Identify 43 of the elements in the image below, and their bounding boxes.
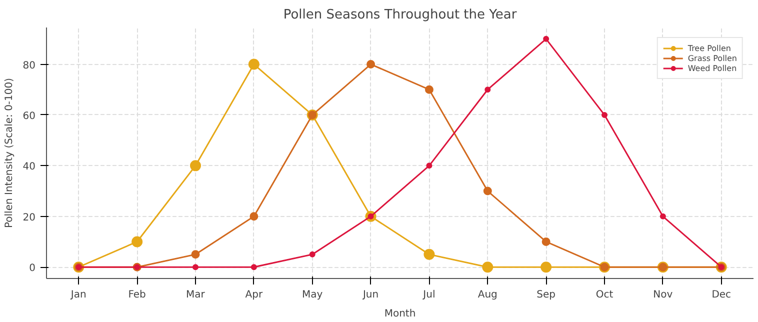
y-tick-label: 20 (22, 212, 36, 224)
chart-title: Pollen Seasons Throughout the Year (283, 8, 518, 22)
point (248, 58, 260, 70)
x-tick-label: May (302, 290, 323, 300)
point (483, 186, 492, 196)
legend-label: Tree Pollen (688, 43, 731, 53)
point (540, 262, 552, 273)
y-tick-label: 80 (22, 60, 36, 72)
x-tick-label: Oct (596, 290, 614, 300)
x-tick-label: Jun (362, 290, 379, 300)
point (482, 262, 494, 273)
point (424, 248, 435, 260)
x-tick-label: Feb (128, 290, 146, 300)
y-tick-label: 60 (22, 110, 36, 122)
point (190, 160, 201, 172)
point (132, 236, 143, 248)
point (250, 264, 257, 270)
x-tick-label: Dec (712, 290, 732, 300)
x-tick-label: Apr (245, 290, 264, 300)
point (424, 85, 434, 94)
legend-label: Weed Pollen (688, 63, 737, 73)
point (309, 251, 316, 258)
y-tick-label: 40 (22, 162, 36, 173)
point (366, 60, 376, 69)
y-axis-title: Pollen Intensity (Scale: 0-100) (4, 78, 15, 228)
x-tick-label: Nov (653, 290, 673, 300)
point (542, 237, 550, 246)
x-tick-label: Mar (186, 290, 206, 300)
point (191, 250, 200, 259)
legend-label: Grass Pollen (688, 53, 737, 63)
point (543, 36, 550, 42)
x-tick-label: Sep (536, 290, 556, 300)
x-tick-label: Jan (70, 290, 86, 300)
point (250, 212, 258, 221)
x-tick-label: Aug (478, 290, 498, 300)
y-tick-label: 0 (29, 263, 36, 274)
point (192, 264, 198, 270)
x-tick-label: Jul (422, 290, 436, 300)
point (602, 112, 608, 118)
point (426, 162, 432, 169)
point (484, 86, 491, 93)
x-axis-title: Month (384, 308, 416, 320)
point (660, 213, 666, 220)
